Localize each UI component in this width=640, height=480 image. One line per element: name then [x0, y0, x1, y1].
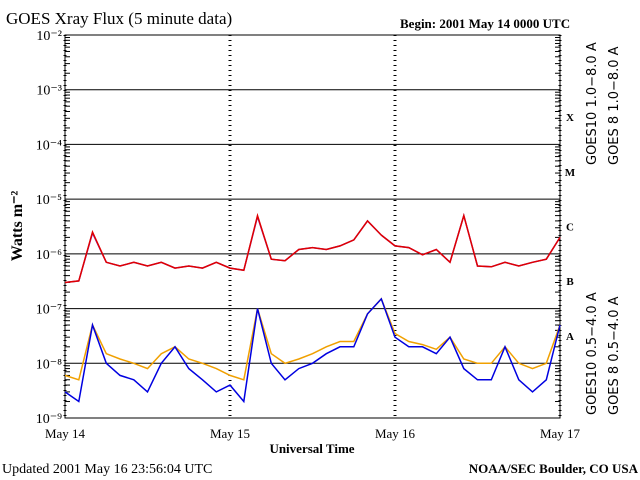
chart-subtitle: Begin: 2001 May 14 0000 UTC: [400, 16, 570, 31]
flare-class: B: [566, 276, 574, 288]
y-tick-label: 10⁻⁷: [36, 303, 62, 318]
series-line: [64, 297, 561, 381]
flare-class: M: [565, 167, 576, 179]
x-tick-label: May 14: [45, 426, 86, 441]
flare-class: A: [566, 331, 574, 343]
x-tick-label: May 15: [210, 426, 250, 441]
y-tick-label: 10⁻⁴: [36, 138, 62, 153]
footer-left: Updated 2001 May 16 23:56:04 UTC: [2, 462, 212, 477]
series-line: [64, 212, 561, 284]
x-axis-label: Universal Time: [269, 441, 354, 456]
y-tick-label: 10⁻⁸: [36, 357, 62, 372]
legend-entry: GOES 8 0.5−4.0 A: [607, 296, 622, 415]
legend-entry: GOES10 0.5−4.0 A: [585, 292, 600, 415]
legend-entry: GOES 8 1.0−8.0 A: [607, 46, 622, 165]
y-tick-label: 10⁻³: [36, 84, 62, 99]
y-tick-label: 10⁻⁶: [36, 248, 62, 263]
flare-class: C: [566, 222, 574, 234]
chart-title: GOES Xray Flux (5 minute data): [6, 9, 232, 28]
plot-frame: [64, 34, 561, 419]
footer-right: NOAA/SEC Boulder, CO USA: [469, 461, 639, 476]
flare-class: X: [566, 112, 574, 124]
y-tick-label: 10⁻⁹: [36, 412, 62, 427]
legend-entry: GOES10 1.0−8.0 A: [585, 42, 600, 165]
series-line: [64, 297, 561, 404]
y-tick-label: 10⁻⁵: [36, 193, 62, 208]
series-line: [64, 212, 561, 284]
y-axis-label: Watts m⁻²: [9, 191, 26, 262]
x-tick-label: May 17: [540, 426, 581, 441]
y-tick-label: 10⁻²: [36, 29, 62, 44]
x-tick-label: May 16: [375, 426, 416, 441]
